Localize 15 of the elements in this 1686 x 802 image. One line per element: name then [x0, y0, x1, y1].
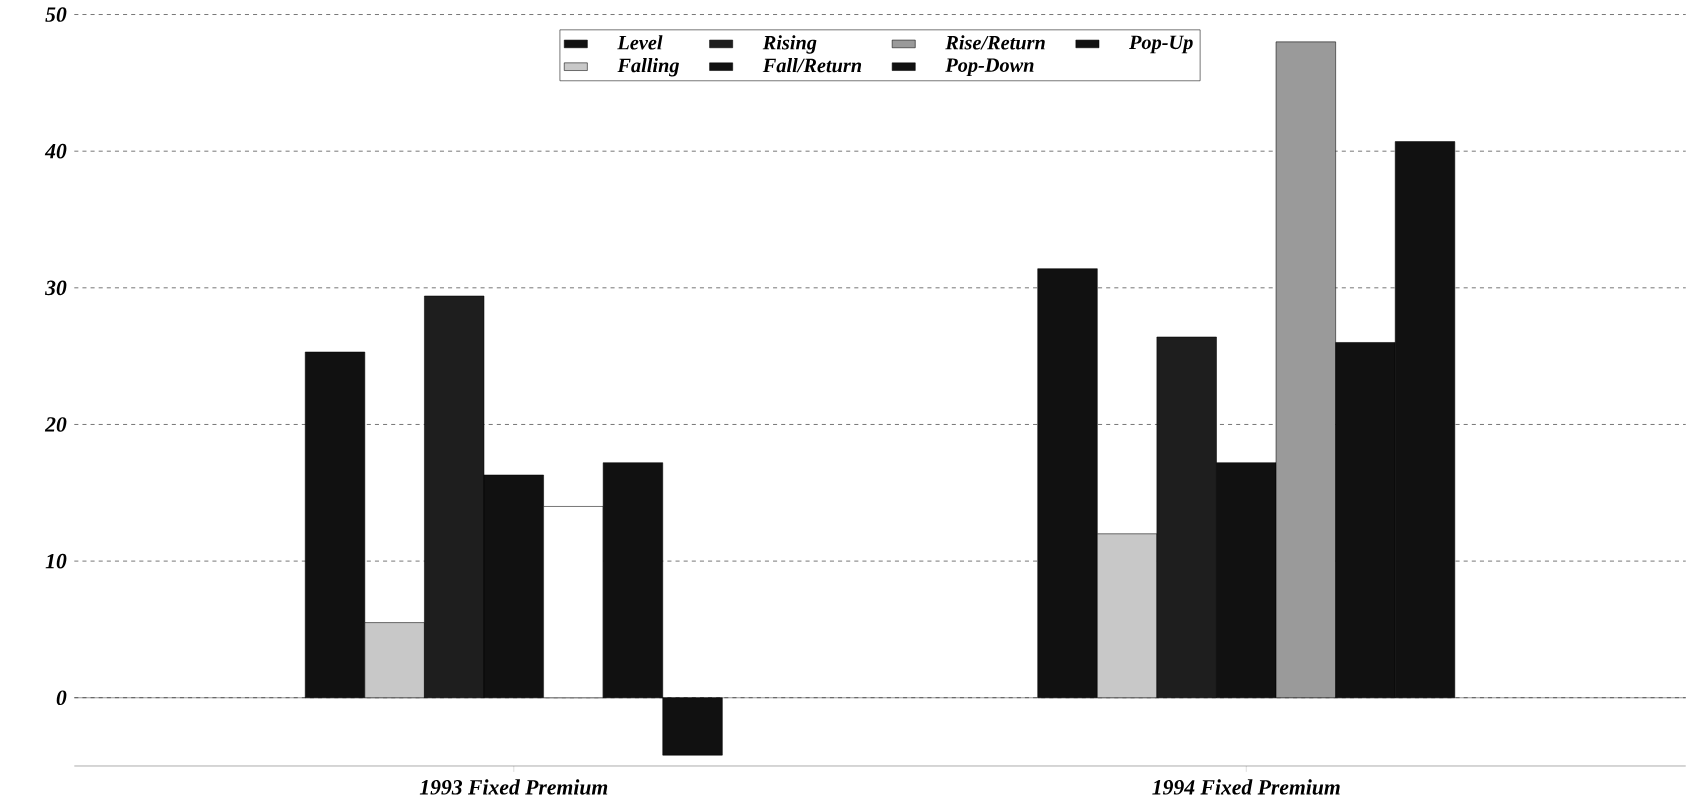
x-tick-label: 1993 Fixed Premium	[419, 779, 608, 795]
x-tick-label: 1994 Fixed Premium	[1152, 779, 1340, 795]
legend-label: Rising	[762, 35, 817, 54]
legend-label: Pop-Up	[1129, 35, 1193, 54]
y-tick-label: 40	[44, 143, 67, 159]
legend-label: Fall/Return	[762, 58, 862, 73]
y-tick-label: 50	[45, 7, 67, 22]
legend-label: Falling	[617, 58, 679, 77]
legend-label: Pop-Down	[945, 58, 1034, 77]
legend-label: Level	[617, 35, 663, 50]
y-tick-label: 20	[44, 417, 67, 432]
y-tick-label: 10	[45, 553, 67, 569]
y-tick-label: 30	[44, 280, 67, 296]
legend-label: Rise/Return	[945, 35, 1045, 50]
y-tick-label: 0	[56, 690, 67, 706]
